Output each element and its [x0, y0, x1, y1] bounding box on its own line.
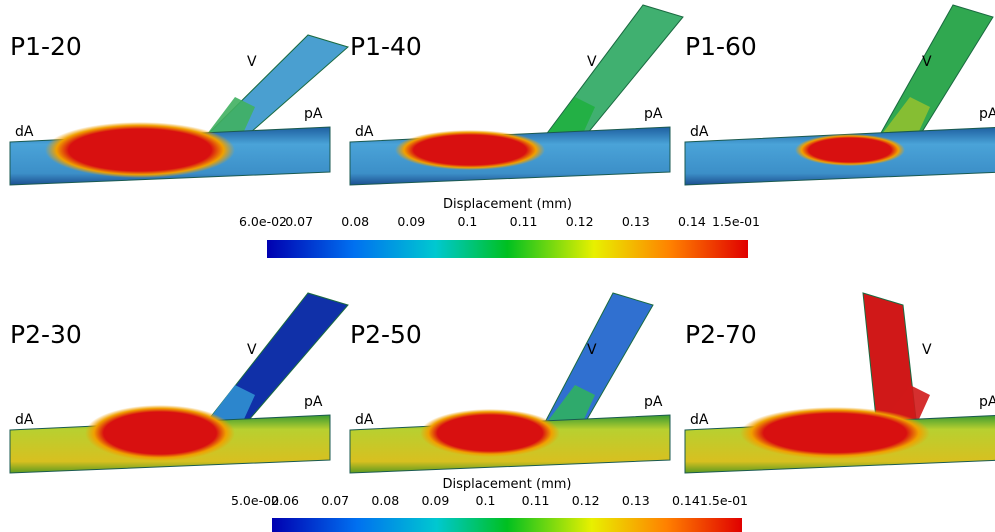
label-da: dA — [15, 412, 34, 428]
colorbar-tick-label: 0.14 — [672, 493, 700, 508]
colorbar-tick-label: 0.13 — [622, 214, 650, 229]
colorbar-tick-label: 0.06 — [271, 493, 299, 508]
label-v: V — [922, 54, 932, 70]
label-pa: pA — [304, 394, 323, 410]
label-pa: pA — [979, 106, 995, 122]
colorbar-tick-label: 0.14 — [678, 214, 706, 229]
label-v: V — [922, 342, 932, 358]
colorbar — [272, 518, 742, 532]
panel-title: P1-20 — [10, 32, 82, 61]
colorbar-tick-label: 1.5e-01 — [700, 493, 748, 508]
label-da: dA — [690, 412, 709, 428]
label-da: dA — [355, 124, 374, 140]
colorbar-tick-label: 0.11 — [522, 493, 550, 508]
label-pa: pA — [644, 394, 663, 410]
colorbar-tick-label: 0.11 — [510, 214, 538, 229]
panel: P1-20 VdA pA — [9, 32, 350, 186]
branch-junction — [544, 385, 595, 428]
colorbar-title: Displacement (mm) — [443, 477, 572, 492]
colorbar-tick-label: 1.5e-01 — [712, 214, 760, 229]
colorbar-title: Displacement (mm) — [443, 197, 572, 212]
label-da: dA — [690, 124, 709, 140]
label-da: dA — [355, 412, 374, 428]
hot-region — [45, 122, 235, 178]
colorbar-tick-label: 0.07 — [321, 493, 349, 508]
label-v: V — [247, 342, 257, 358]
branch-junction — [879, 97, 930, 140]
hot-region — [395, 130, 545, 170]
label-pa: pA — [304, 106, 323, 122]
colorbar-tick-label: 0.09 — [397, 214, 425, 229]
panel-title: P1-60 — [685, 32, 757, 61]
colorbar-tick-label: 0.09 — [421, 493, 449, 508]
panel-title: P1-40 — [350, 32, 422, 61]
colorbar-tick-label: 5.0e-02 — [231, 493, 279, 508]
hot-region — [85, 405, 235, 461]
colorbar-tick-label: 0.1 — [476, 493, 496, 508]
panel-title: P2-70 — [685, 320, 757, 349]
label-v: V — [587, 54, 597, 70]
hot-region — [420, 409, 560, 457]
colorbar-tick-label: 0.1 — [457, 214, 477, 229]
panel: P2-50 VdA pA — [349, 292, 671, 474]
label-v: V — [587, 342, 597, 358]
panel-title: P2-30 — [10, 320, 82, 349]
panel: P1-40 VdA pA — [349, 4, 684, 186]
branch-junction — [544, 97, 595, 140]
colorbar — [267, 240, 748, 258]
colorbar-tick-label: 0.12 — [566, 214, 594, 229]
label-pa: pA — [644, 106, 663, 122]
colorbar-tick-label: 0.12 — [572, 493, 600, 508]
panel: P2-30 VdA pA — [9, 292, 349, 474]
colorbar-tick-label: 6.0e-02 — [239, 214, 287, 229]
colorbar-tick-label: 0.08 — [371, 493, 399, 508]
label-v: V — [247, 54, 257, 70]
hot-region — [795, 134, 905, 166]
panel-title: P2-50 — [350, 320, 422, 349]
label-da: dA — [15, 124, 34, 140]
colorbar-tick-label: 0.13 — [622, 493, 650, 508]
colorbar-tick-label: 0.08 — [341, 214, 369, 229]
branch-junction — [204, 97, 255, 140]
colorbar-tick-label: 0.07 — [285, 214, 313, 229]
hot-region — [740, 407, 930, 459]
panel: P1-60 VdA pA — [684, 4, 995, 186]
panel: P2-70 VdA pA — [684, 292, 995, 474]
label-pa: pA — [979, 394, 995, 410]
